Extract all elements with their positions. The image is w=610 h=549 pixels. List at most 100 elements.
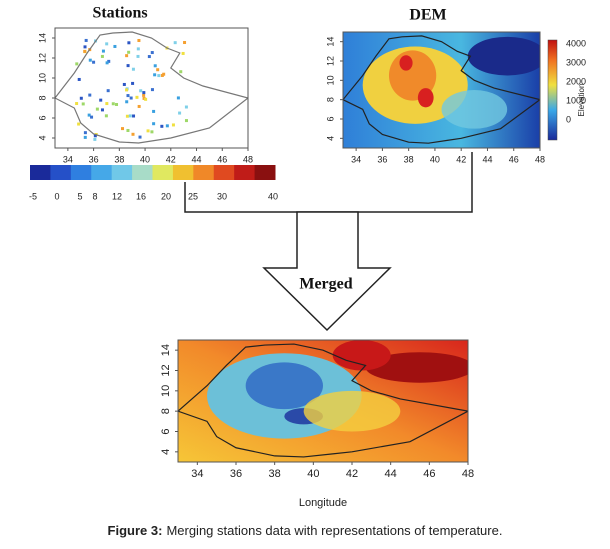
station [131, 67, 135, 71]
y-tick-label: 8 [160, 408, 172, 414]
x-tick-label: 38 [114, 154, 124, 164]
station [83, 45, 87, 49]
y-tick-label: 4 [160, 449, 172, 455]
station [136, 54, 140, 58]
y-tick-label: 10 [37, 73, 47, 83]
colorbar-swatch [50, 165, 72, 180]
station [105, 102, 109, 106]
station [153, 64, 157, 68]
map-area [417, 88, 434, 108]
station [152, 122, 156, 126]
y-tick-label: 4 [325, 136, 335, 141]
station [183, 41, 187, 45]
station [160, 124, 164, 128]
map-merged [178, 340, 468, 462]
connector [184, 152, 473, 332]
station [142, 91, 146, 95]
station [122, 82, 126, 86]
colorbar-label: 40 [268, 191, 278, 201]
country-outline [55, 31, 248, 144]
station [100, 108, 104, 112]
station [150, 51, 154, 55]
map-area [365, 352, 468, 383]
station [178, 111, 182, 115]
x-axis-label: Longitude [299, 497, 347, 509]
station [135, 95, 139, 99]
station [138, 135, 142, 139]
station [146, 129, 150, 133]
station [150, 88, 154, 92]
station [125, 54, 129, 58]
x-tick-label: 44 [192, 154, 202, 164]
colorbar-label: 3000 [566, 57, 586, 67]
country-outline [178, 343, 468, 458]
station [173, 41, 177, 45]
colorbar-label: 5 [77, 191, 82, 201]
colorbar [547, 39, 558, 141]
y-tick-label: 12 [160, 364, 172, 376]
x-tick-label: 40 [430, 154, 440, 164]
station [157, 74, 161, 78]
colorbar-label: 25 [188, 191, 198, 201]
x-tick-label: 42 [456, 154, 466, 164]
station [84, 38, 88, 42]
colorbar-label: 30 [217, 191, 227, 201]
country-outline [343, 35, 540, 144]
station [147, 55, 151, 59]
station [150, 130, 154, 134]
x-tick-label: 36 [377, 154, 387, 164]
x-tick-label: 48 [243, 154, 253, 164]
station [93, 137, 97, 141]
station [77, 122, 81, 126]
x-tick-label: 44 [385, 468, 397, 480]
station [184, 119, 188, 123]
x-tick-label: 42 [166, 154, 176, 164]
caption: Figure 3: Merging stations data with repr… [108, 523, 503, 538]
station [88, 93, 92, 97]
colorbar-label: 0 [566, 114, 571, 124]
colorbar-label: 2000 [566, 76, 586, 86]
station [121, 127, 125, 131]
station [79, 96, 83, 100]
x-tick-label: 40 [307, 468, 319, 480]
colorbar-swatch [172, 165, 194, 180]
station [100, 54, 104, 58]
y-tick-label: 12 [37, 53, 47, 63]
station [99, 98, 103, 102]
y-tick-label: 8 [325, 97, 335, 102]
y-tick-label: 14 [37, 33, 47, 43]
station [93, 134, 97, 138]
y-tick-label: 6 [325, 116, 335, 121]
station [156, 68, 160, 72]
station [171, 123, 175, 127]
caption-text: Merging stations data with representatio… [166, 523, 502, 538]
merge-arrow [262, 211, 392, 332]
x-tick-label: 36 [230, 468, 242, 480]
station [144, 97, 148, 101]
station [107, 59, 111, 63]
x-tick-label: 34 [351, 154, 361, 164]
map-area [245, 362, 323, 410]
x-tick-label: 46 [217, 154, 227, 164]
station [128, 114, 132, 118]
colorbar-label: 12 [112, 191, 122, 201]
map-dem [343, 32, 540, 148]
station [126, 64, 130, 68]
colorbar-swatch [30, 165, 51, 180]
colorbar-label: 8 [92, 191, 97, 201]
station [90, 115, 94, 119]
x-tick-label: 34 [63, 154, 73, 164]
station [142, 93, 146, 97]
x-tick-label: 44 [482, 154, 492, 164]
station [179, 70, 183, 74]
stations-title: Stations [92, 5, 147, 22]
station [111, 102, 115, 106]
colorbar-swatch [254, 165, 276, 180]
x-tick-label: 34 [191, 468, 203, 480]
station [131, 132, 135, 136]
x-tick-label: 42 [346, 468, 358, 480]
y-tick-label: 6 [160, 428, 172, 434]
station [83, 49, 87, 53]
station [153, 73, 157, 77]
x-tick-label: 48 [462, 468, 474, 480]
